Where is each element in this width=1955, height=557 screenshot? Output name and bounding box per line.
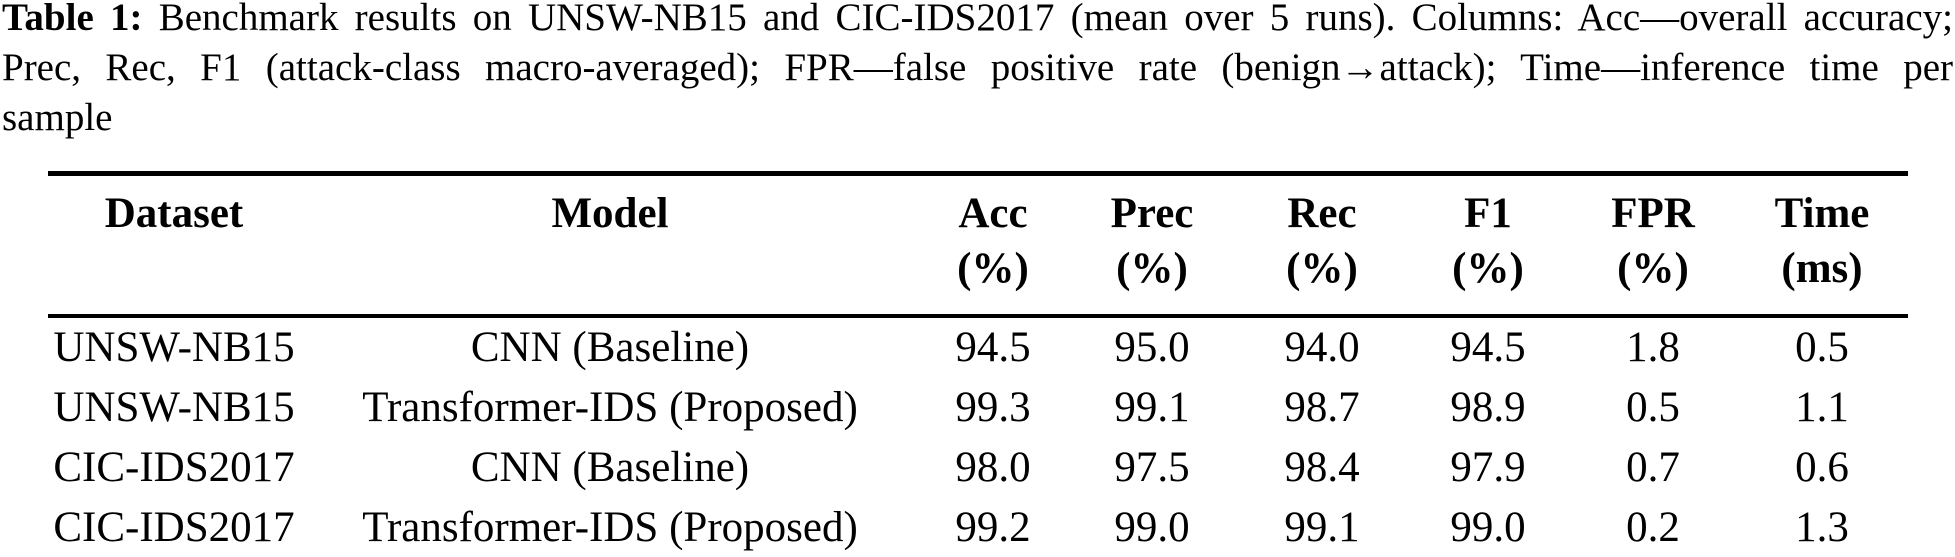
column-header-label: Time	[1774, 190, 1870, 237]
caption-text-3: sample	[2, 96, 113, 139]
table-row: CIC-IDS2017 CNN (Baseline) 98.0 97.5 98.…	[48, 438, 1908, 498]
column-header-unit: (%)	[1452, 245, 1524, 292]
column-header-prec: Prec (%)	[1066, 174, 1238, 317]
column-header-unit: (%)	[1116, 245, 1188, 292]
cell-rec: 98.4	[1284, 444, 1360, 491]
column-header-unit: (%)	[1286, 245, 1358, 292]
cell-model: CNN (Baseline)	[470, 324, 750, 371]
column-header-model: Model	[300, 174, 920, 317]
cell-prec: 97.5	[1114, 444, 1190, 491]
cell-prec: 99.0	[1114, 504, 1190, 551]
cell-dataset: UNSW-NB15	[53, 324, 295, 371]
caption-text-1: Benchmark results on UNSW-NB15 and CIC-I…	[158, 0, 1953, 39]
header-row: Dataset Model Acc (%) Prec (%) Rec (%) F…	[48, 174, 1908, 317]
cell-fpr: 0.5	[1626, 384, 1680, 431]
table-caption: Table 1: Benchmark results on UNSW-NB15 …	[2, 0, 1953, 143]
cell-time: 1.3	[1795, 504, 1849, 551]
caption-label: Table 1:	[2, 0, 143, 39]
column-header-label: F1	[1464, 190, 1512, 237]
cell-model: Transformer-IDS (Proposed)	[362, 384, 858, 431]
caption-line-1: Table 1: Benchmark results on UNSW-NB15 …	[2, 0, 1953, 43]
cell-rec: 98.7	[1284, 384, 1360, 431]
benchmark-results-table: Dataset Model Acc (%) Prec (%) Rec (%) F…	[48, 171, 1908, 557]
cell-dataset: UNSW-NB15	[53, 384, 295, 431]
table-row: CIC-IDS2017 Transformer-IDS (Proposed) 9…	[48, 498, 1908, 557]
cell-dataset: CIC-IDS2017	[53, 444, 295, 491]
cell-f1: 94.5	[1450, 324, 1526, 371]
cell-fpr: 0.7	[1626, 444, 1680, 491]
column-header-label: Model	[551, 190, 669, 237]
cell-prec: 95.0	[1114, 324, 1190, 371]
cell-acc: 98.0	[955, 444, 1031, 491]
cell-fpr: 0.2	[1626, 504, 1680, 551]
column-header-time: Time (ms)	[1736, 174, 1908, 317]
column-header-acc: Acc (%)	[920, 174, 1066, 317]
column-header-unit: (%)	[957, 245, 1029, 292]
column-header-label: FPR	[1611, 190, 1695, 237]
cell-rec: 99.1	[1284, 504, 1360, 551]
column-header-unit: (ms)	[1781, 245, 1863, 292]
cell-f1: 98.9	[1450, 384, 1526, 431]
table-row: UNSW-NB15 Transformer-IDS (Proposed) 99.…	[48, 378, 1908, 438]
table-row: UNSW-NB15 CNN (Baseline) 94.5 95.0 94.0 …	[48, 316, 1908, 378]
cell-rec: 94.0	[1284, 324, 1360, 371]
table-body: UNSW-NB15 CNN (Baseline) 94.5 95.0 94.0 …	[48, 316, 1908, 557]
column-header-label: Acc	[958, 190, 1028, 237]
cell-dataset: CIC-IDS2017	[53, 504, 295, 551]
cell-time: 1.1	[1795, 384, 1849, 431]
cell-f1: 97.9	[1450, 444, 1526, 491]
caption-line-3: sample	[2, 93, 1953, 143]
column-header-unit: (%)	[1617, 245, 1689, 292]
cell-fpr: 1.8	[1626, 324, 1680, 371]
column-header-label: Rec	[1287, 190, 1357, 237]
cell-acc: 94.5	[955, 324, 1031, 371]
cell-f1: 99.0	[1450, 504, 1526, 551]
column-header-fpr: FPR (%)	[1570, 174, 1736, 317]
caption-text-2: Prec, Rec, F1 (attack-class macro-averag…	[2, 46, 1953, 89]
cell-model: Transformer-IDS (Proposed)	[362, 504, 858, 551]
column-header-label: Dataset	[104, 190, 244, 237]
cell-time: 0.5	[1795, 324, 1849, 371]
caption-line-2: Prec, Rec, F1 (attack-class macro-averag…	[2, 43, 1953, 93]
cell-time: 0.6	[1795, 444, 1849, 491]
cell-model: CNN (Baseline)	[470, 444, 750, 491]
column-header-rec: Rec (%)	[1238, 174, 1406, 317]
column-header-label: Prec	[1110, 190, 1194, 237]
column-header-f1: F1 (%)	[1406, 174, 1570, 317]
table-header: Dataset Model Acc (%) Prec (%) Rec (%) F…	[48, 174, 1908, 317]
cell-acc: 99.2	[955, 504, 1031, 551]
cell-prec: 99.1	[1114, 384, 1190, 431]
cell-acc: 99.3	[955, 384, 1031, 431]
column-header-dataset: Dataset	[48, 174, 300, 317]
